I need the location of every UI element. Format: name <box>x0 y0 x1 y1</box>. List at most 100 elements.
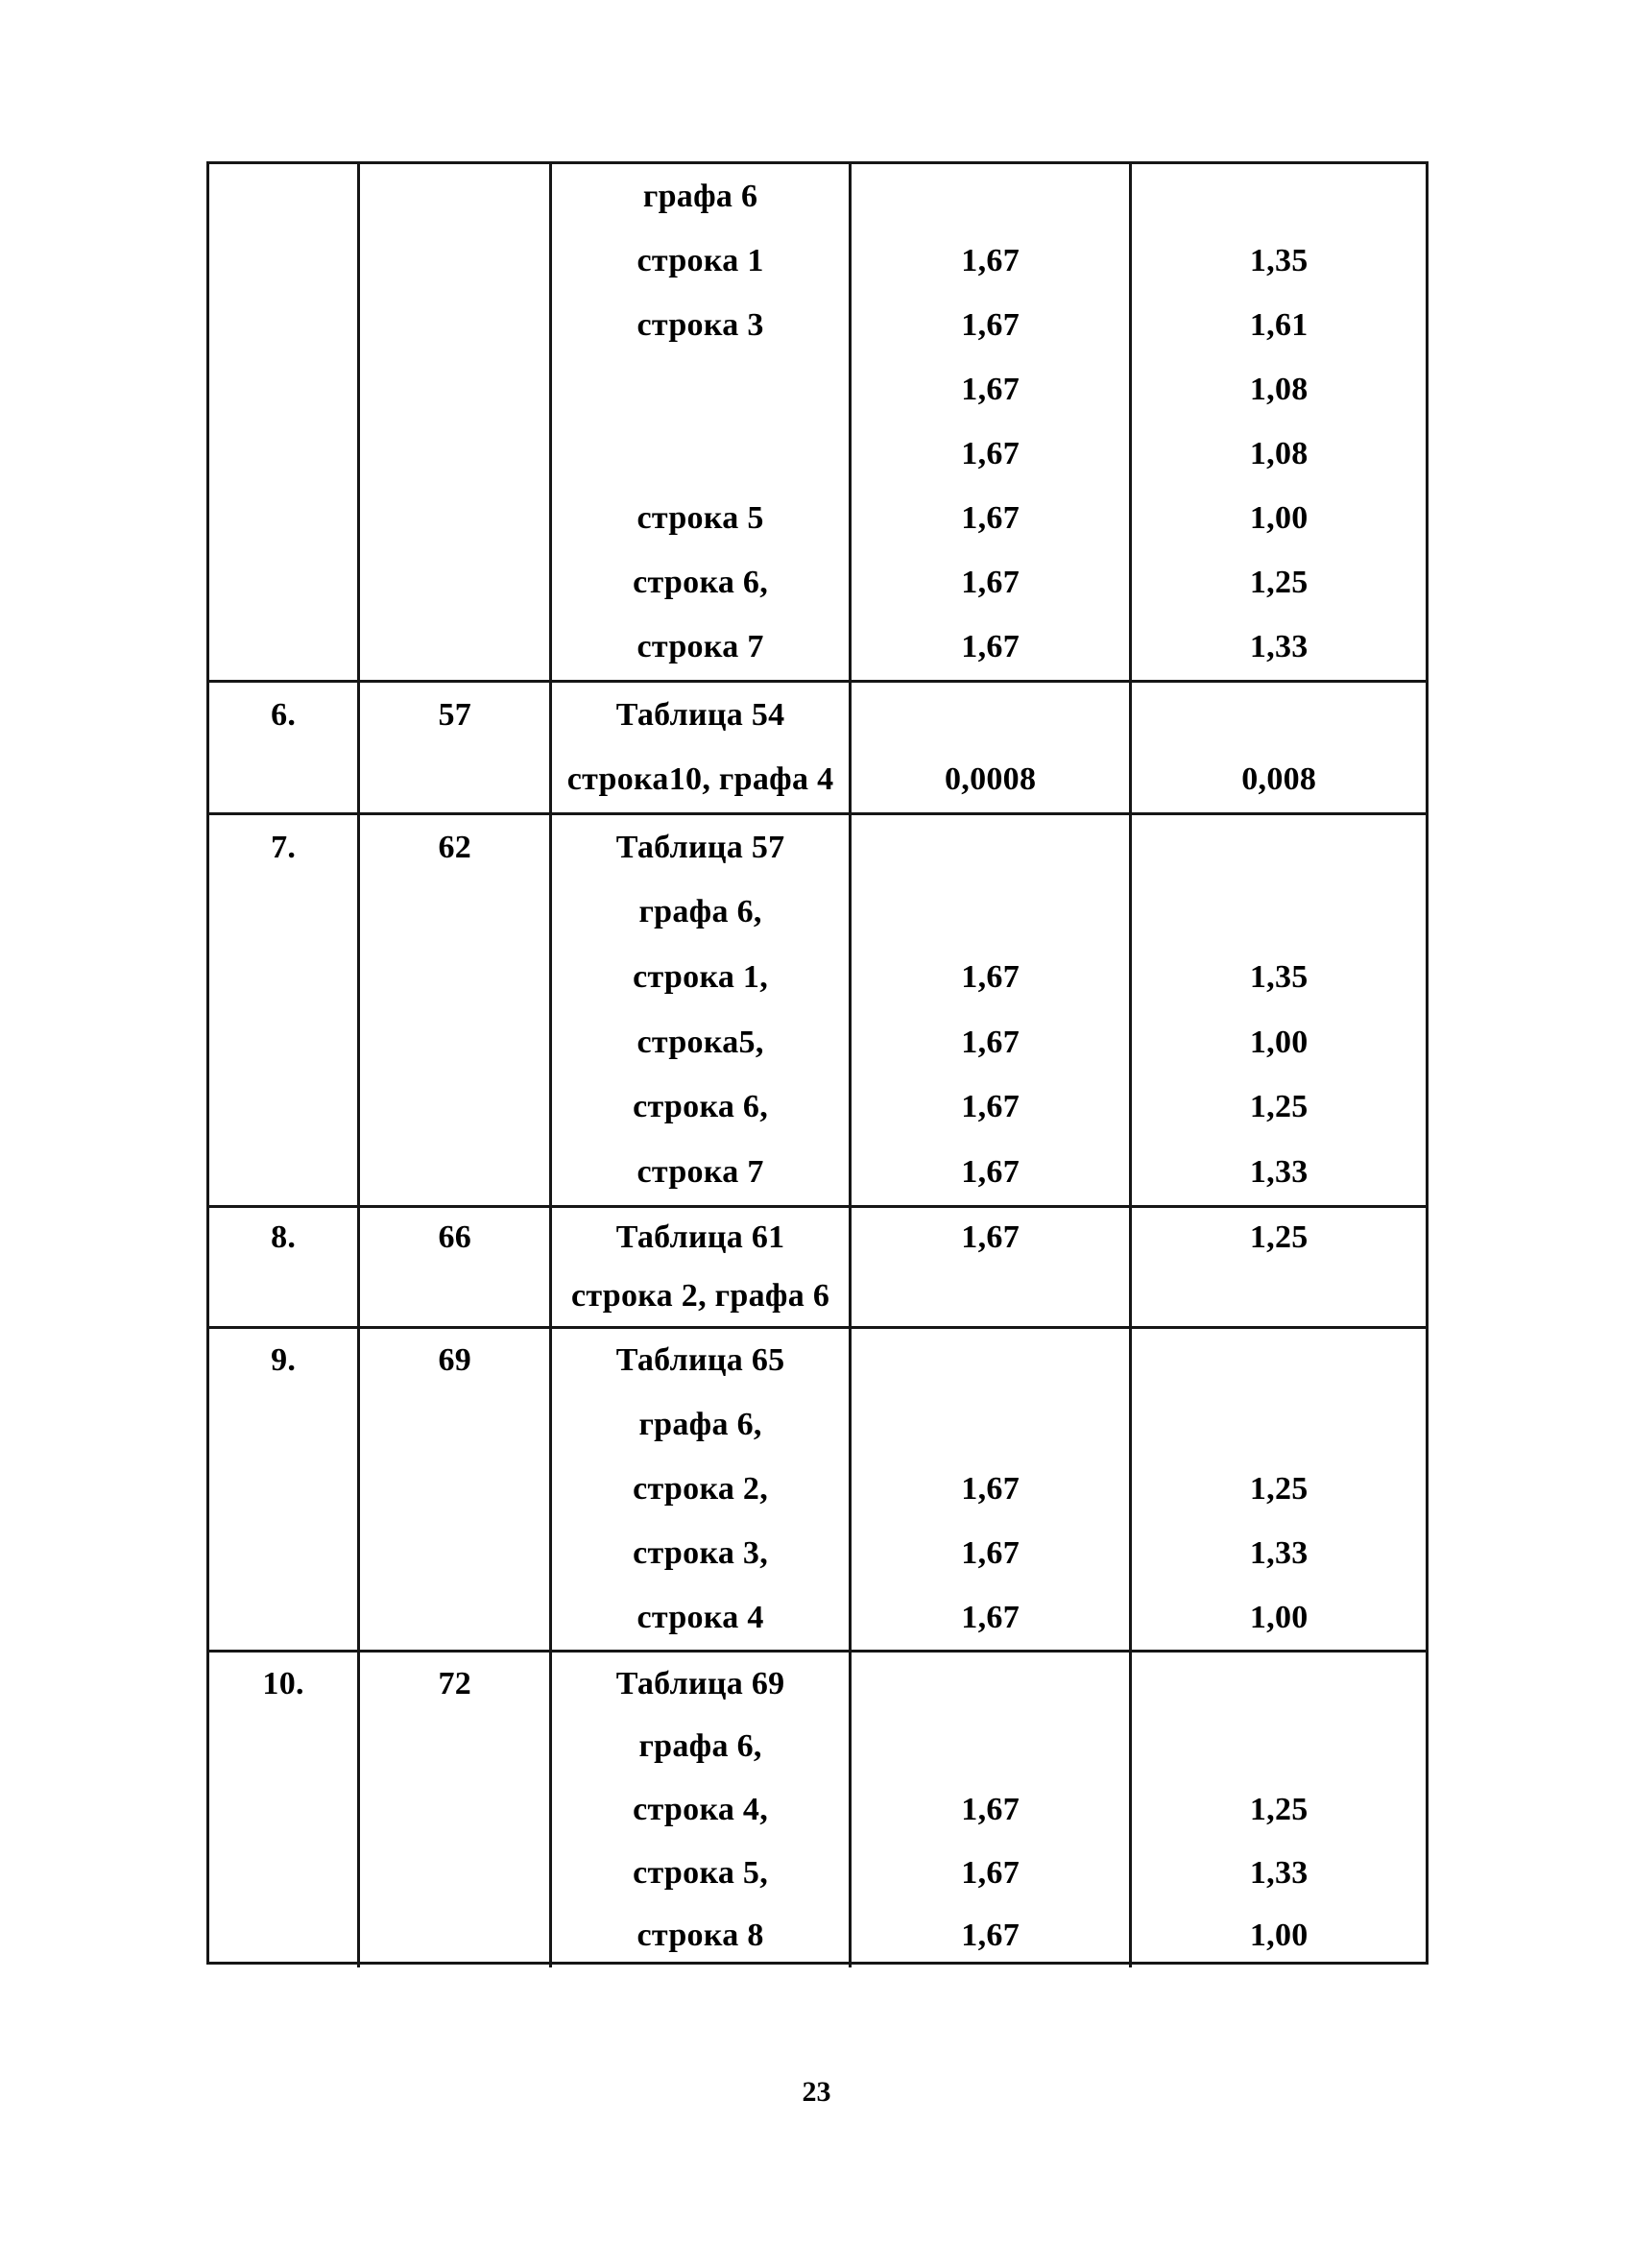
row-number: 6. <box>271 696 297 733</box>
source-page: 62 <box>438 829 472 865</box>
corrected-value: 0,008 <box>1241 761 1317 798</box>
location-text: графа 6, <box>638 894 762 930</box>
corrected-value-cell: 1,35 1,61 1,08 1,08 1,00 1,25 1,33 <box>1129 164 1426 680</box>
location-text: строка 4 <box>636 1599 764 1635</box>
corrected-value: 1,35 <box>1249 959 1309 996</box>
row-number: 8. <box>271 1218 297 1255</box>
corrected-value-cell: 1,25 1,33 1,00 <box>1129 1653 1426 1967</box>
location-text: строка 7 <box>636 1154 764 1191</box>
corrected-value: 1,35 <box>1249 242 1309 278</box>
corrected-value: 1,08 <box>1249 436 1309 472</box>
location-cell: Таблица 54 строка10, графа 4 <box>549 683 849 812</box>
source-page-cell: 69 <box>357 1329 549 1650</box>
printed-value: 1,67 <box>961 1854 1020 1891</box>
corrected-value: 1,00 <box>1249 1599 1309 1635</box>
corrected-value <box>1132 1329 1426 1393</box>
corrected-value <box>1132 683 1426 748</box>
location-text: графа 6, <box>638 1407 762 1443</box>
location-text: Таблица 57 <box>615 829 785 865</box>
printed-value: 0,0008 <box>944 761 1037 798</box>
corrected-value: 1,25 <box>1249 1089 1309 1125</box>
row-number <box>209 164 357 229</box>
row-number-cell <box>209 164 357 680</box>
location-text: строка 6, <box>633 1089 769 1125</box>
revision-table: графа 6 строка 1 строка 3 строка 5 строка 6,… <box>206 161 1429 1967</box>
location-text: строка 3, <box>633 1534 769 1571</box>
row-number: 9. <box>271 1342 297 1379</box>
table-row: 7. 62 Таблица 57 графа 6, строка 1, строка5, с… <box>209 812 1426 1205</box>
corrected-value: 1,25 <box>1249 1470 1309 1507</box>
corrected-value: 1,33 <box>1249 1154 1309 1191</box>
printed-value <box>852 1329 1130 1393</box>
page-number: 23 <box>802 2076 831 2108</box>
corrected-value <box>1132 1393 1426 1458</box>
printed-value: 1,67 <box>961 959 1020 996</box>
printed-value: 1,67 <box>961 371 1020 407</box>
row-number-cell: 7. <box>209 815 357 1205</box>
location-text: строка5, <box>636 1024 764 1060</box>
location-text: графа 6, <box>638 1728 762 1765</box>
table-row: 9. 69 Таблица 65 графа 6, строка 2, строка 3,… <box>209 1326 1426 1650</box>
corrected-value <box>1132 881 1426 946</box>
printed-value <box>852 683 1130 748</box>
printed-value <box>852 815 1130 881</box>
source-page: 66 <box>438 1218 472 1255</box>
corrected-value: 1,61 <box>1249 306 1309 343</box>
printed-value: 1,67 <box>961 1599 1020 1635</box>
printed-value-cell: 1,67 1,67 1,67 1,67 <box>848 815 1130 1205</box>
corrected-value: 1,25 <box>1249 1791 1309 1827</box>
printed-value: 1,67 <box>961 1089 1020 1125</box>
printed-value: 1,67 <box>961 500 1020 537</box>
printed-value: 1,67 <box>961 1470 1020 1507</box>
location-text: строка10, графа 4 <box>566 761 834 798</box>
corrected-value <box>1132 815 1426 881</box>
corrected-value-cell: 1,35 1,00 1,25 1,33 <box>1129 815 1426 1205</box>
location-text: графа 6 <box>642 178 758 214</box>
printed-value-cell: 1,67 1,67 1,67 1,67 1,67 1,67 1,67 <box>848 164 1130 680</box>
location-text: строка 6, <box>633 565 769 601</box>
corrected-value: 1,33 <box>1249 1854 1309 1891</box>
source-page: 57 <box>438 696 472 733</box>
printed-value <box>852 1393 1130 1458</box>
corrected-value: 1,25 <box>1249 565 1309 601</box>
row-number-cell: 6. <box>209 683 357 812</box>
corrected-value-cell: 0,008 <box>1129 683 1426 812</box>
source-page: 69 <box>438 1342 472 1379</box>
source-page-cell: 72 <box>357 1653 549 1967</box>
printed-value-cell: 1,67 1,67 1,67 <box>848 1653 1130 1967</box>
printed-value <box>852 881 1130 946</box>
printed-value <box>852 1653 1130 1716</box>
location-text: Таблица 54 <box>615 696 785 733</box>
printed-value: 1,67 <box>961 306 1020 343</box>
location-text: строка 3 <box>636 306 764 343</box>
table-row: 10. 72 Таблица 69 графа 6, строка 4, строка 5… <box>209 1650 1426 1967</box>
corrected-value: 1,00 <box>1249 1918 1309 1954</box>
location-text: строка 2, <box>633 1470 769 1507</box>
row-number-cell: 9. <box>209 1329 357 1650</box>
printed-value <box>852 164 1130 229</box>
table-row: 6. 57 Таблица 54 строка10, графа 4 0,0008 0,0… <box>209 680 1426 812</box>
location-cell: Таблица 65 графа 6, строка 2, строка 3, стро… <box>549 1329 849 1650</box>
corrected-value <box>1132 1267 1426 1327</box>
corrected-value: 1,25 <box>1249 1218 1309 1255</box>
printed-value: 1,67 <box>961 1918 1020 1954</box>
printed-value-cell: 0,0008 <box>848 683 1130 812</box>
location-cell: Таблица 61 строка 2, графа 6 <box>549 1208 849 1326</box>
source-page-cell <box>357 164 549 680</box>
corrected-value: 1,00 <box>1249 1024 1309 1060</box>
location-text <box>552 357 849 422</box>
corrected-value: 1,08 <box>1249 371 1309 407</box>
table-row: 8. 66 Таблица 61 строка 2, графа 6 1,67 1,25 <box>209 1205 1426 1326</box>
printed-value: 1,67 <box>961 242 1020 278</box>
corrected-value-cell: 1,25 1,33 1,00 <box>1129 1329 1426 1650</box>
location-text: строка 1 <box>636 242 764 278</box>
printed-value: 1,67 <box>961 436 1020 472</box>
printed-value: 1,67 <box>961 1534 1020 1571</box>
location-cell: графа 6 строка 1 строка 3 строка 5 строка 6,… <box>549 164 849 680</box>
corrected-value <box>1132 164 1426 229</box>
location-text <box>552 422 849 487</box>
corrected-value <box>1132 1716 1426 1779</box>
location-text: строка 4, <box>633 1791 769 1827</box>
location-text: строка 5, <box>633 1854 769 1891</box>
